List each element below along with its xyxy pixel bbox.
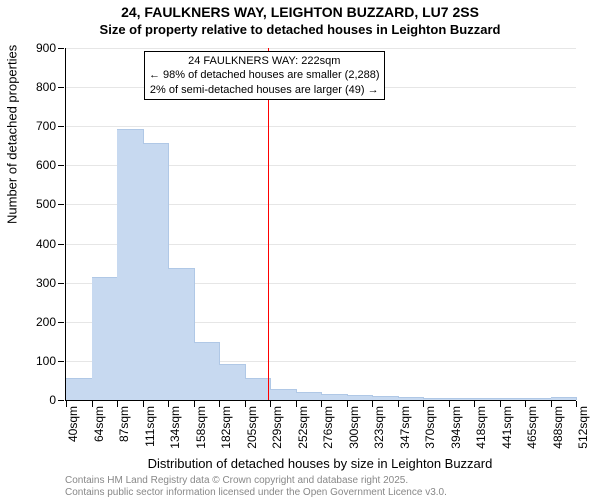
- x-tick-label: 158sqm: [194, 406, 208, 449]
- x-axis-label: Distribution of detached houses by size …: [65, 456, 575, 471]
- histogram-bar: [398, 397, 425, 400]
- x-tick-label: 64sqm: [92, 406, 106, 442]
- histogram-bar: [423, 398, 450, 400]
- reference-line: [268, 48, 269, 400]
- x-tick-label: 418sqm: [474, 406, 488, 449]
- x-tick-label: 134sqm: [168, 406, 182, 449]
- histogram-bar: [551, 397, 578, 400]
- annotation-line-2: ← 98% of detached houses are smaller (2,…: [149, 68, 380, 82]
- grid-line: [66, 48, 576, 49]
- plot-area: 010020030040050060070080090040sqm64sqm87…: [65, 48, 576, 401]
- footer-line-2: Contains public sector information licen…: [65, 487, 447, 498]
- y-tick-label: 0: [49, 393, 56, 407]
- histogram-bar: [449, 398, 476, 400]
- histogram-bar: [92, 277, 119, 400]
- histogram-bar: [347, 395, 374, 400]
- y-tick-label: 800: [36, 80, 56, 94]
- x-tick-label: 347sqm: [398, 406, 412, 449]
- y-tick: [58, 48, 64, 49]
- y-tick: [58, 244, 64, 245]
- histogram-bar: [117, 129, 144, 400]
- histogram-bar: [270, 389, 297, 400]
- x-tick-label: 205sqm: [245, 406, 259, 449]
- x-tick-label: 276sqm: [321, 406, 335, 449]
- x-tick-label: 87sqm: [117, 406, 131, 442]
- y-tick: [58, 126, 64, 127]
- y-tick: [58, 283, 64, 284]
- histogram-bar: [194, 342, 221, 400]
- annotation-line-1: 24 FAULKNERS WAY: 222sqm: [149, 54, 380, 68]
- x-tick-label: 512sqm: [576, 406, 590, 449]
- chart-container: 24, FAULKNERS WAY, LEIGHTON BUZZARD, LU7…: [0, 0, 600, 500]
- y-tick: [58, 400, 64, 401]
- x-tick-label: 370sqm: [423, 406, 437, 449]
- x-tick-label: 229sqm: [270, 406, 284, 449]
- histogram-bar: [525, 398, 552, 400]
- histogram-bar: [474, 398, 501, 400]
- chart-title-main: 24, FAULKNERS WAY, LEIGHTON BUZZARD, LU7…: [0, 4, 600, 20]
- x-tick-label: 394sqm: [449, 406, 463, 449]
- histogram-bar: [66, 378, 93, 401]
- footer-line-1: Contains HM Land Registry data © Crown c…: [65, 475, 408, 486]
- y-tick: [58, 204, 64, 205]
- chart-title-sub: Size of property relative to detached ho…: [0, 22, 600, 37]
- y-tick-label: 900: [36, 41, 56, 55]
- y-tick: [58, 87, 64, 88]
- y-tick-label: 100: [36, 354, 56, 368]
- y-tick: [58, 361, 64, 362]
- y-axis-label: Number of detached properties: [5, 45, 20, 224]
- histogram-bar: [500, 398, 527, 400]
- x-tick-label: 441sqm: [500, 406, 514, 449]
- x-tick-label: 488sqm: [551, 406, 565, 449]
- histogram-bar: [168, 268, 195, 400]
- grid-line: [66, 126, 576, 127]
- y-tick-label: 300: [36, 276, 56, 290]
- annotation-box: 24 FAULKNERS WAY: 222sqm ← 98% of detach…: [144, 51, 385, 100]
- histogram-bar: [321, 394, 348, 400]
- histogram-bar: [296, 392, 323, 400]
- y-tick: [58, 165, 64, 166]
- x-tick-label: 111sqm: [143, 406, 157, 447]
- histogram-bar: [219, 364, 246, 400]
- x-tick-label: 40sqm: [66, 406, 80, 442]
- histogram-bar: [143, 143, 170, 400]
- x-tick-label: 252sqm: [296, 406, 310, 449]
- y-tick-label: 400: [36, 237, 56, 251]
- y-tick-label: 500: [36, 197, 56, 211]
- y-tick-label: 600: [36, 158, 56, 172]
- y-tick-label: 700: [36, 119, 56, 133]
- histogram-bar: [372, 396, 399, 400]
- x-tick-label: 465sqm: [525, 406, 539, 449]
- y-tick-label: 200: [36, 315, 56, 329]
- x-tick-label: 300sqm: [347, 406, 361, 449]
- x-tick-label: 182sqm: [219, 406, 233, 449]
- y-tick: [58, 322, 64, 323]
- annotation-line-3: 2% of semi-detached houses are larger (4…: [149, 83, 380, 97]
- x-tick-label: 323sqm: [372, 406, 386, 449]
